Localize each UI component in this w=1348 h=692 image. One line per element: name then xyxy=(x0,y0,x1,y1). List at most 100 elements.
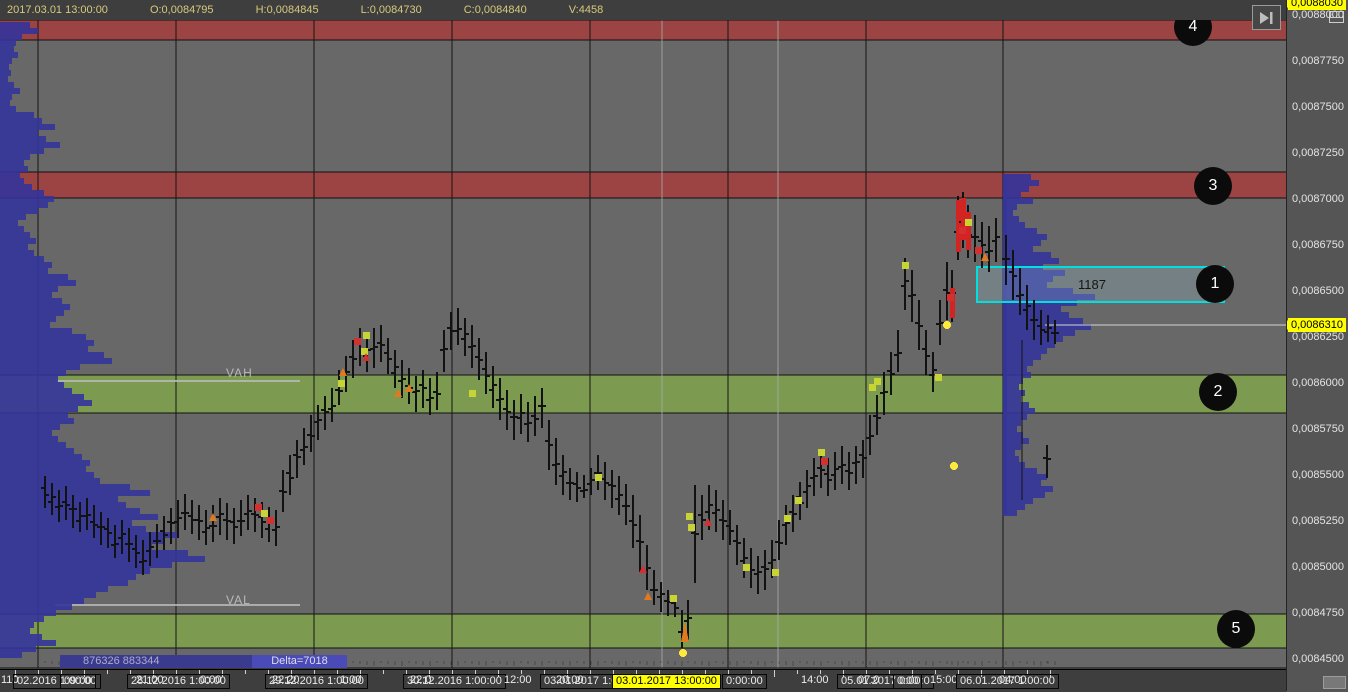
price-tick-label: 0,0085000 xyxy=(1292,561,1344,573)
time-tick xyxy=(843,670,844,677)
measure-box-value[interactable]: 1187 xyxy=(1078,277,1106,292)
time-label: 22:0 xyxy=(410,674,432,686)
time-tick xyxy=(590,670,591,674)
bar-volume: V:4458 xyxy=(568,4,604,16)
time-tick xyxy=(498,670,499,677)
time-tick xyxy=(153,670,154,677)
time-label: 02.2016 1:00:00 xyxy=(13,674,101,689)
time-label: 04:00 xyxy=(999,674,1027,686)
time-label: 28.12.2016 1:00:00 xyxy=(127,674,230,689)
time-axis[interactable]: 110 02.2016 1:00:00 09:00 28.12.2016 1:00:0… xyxy=(0,669,1286,692)
time-label: 12:00 xyxy=(504,674,532,686)
time-tick xyxy=(682,670,683,674)
time-tick xyxy=(429,670,430,677)
price-bars xyxy=(41,192,1059,666)
time-label: 110 xyxy=(1,674,19,686)
chart-pane[interactable] xyxy=(0,0,1286,669)
bar-open: O:0,0084795 xyxy=(149,4,214,16)
time-tick xyxy=(521,670,522,674)
time-tick xyxy=(889,670,890,674)
time-tick xyxy=(360,670,361,677)
time-tick xyxy=(613,670,614,674)
time-tick xyxy=(268,670,269,674)
ohlc-header: 2017.03.01 13:00:00 O:0,0084795 H:0,0084… xyxy=(0,0,1286,20)
time-label: 20:00 xyxy=(556,674,584,686)
time-tick xyxy=(567,670,568,677)
annotation-circle-3[interactable]: 3 xyxy=(1194,167,1232,205)
price-tick-label: 0,0087000 xyxy=(1292,193,1344,205)
time-tick xyxy=(406,670,407,674)
time-label: 06.01.2017 1:00:00 xyxy=(956,674,1059,689)
time-tick xyxy=(728,670,729,674)
time-tick xyxy=(797,670,798,674)
time-label: 30.12.2016 1:00:00 xyxy=(403,674,506,689)
price-tick-label: 0,0087250 xyxy=(1292,147,1344,159)
time-tick xyxy=(636,670,637,677)
time-tick xyxy=(1004,670,1005,674)
go-to-end-button[interactable] xyxy=(1252,5,1281,30)
time-label: 05.01.2017 0:00:0 xyxy=(837,674,934,689)
time-tick xyxy=(751,670,752,674)
price-tick-label: 0,0086500 xyxy=(1292,285,1344,297)
time-tick xyxy=(1027,670,1028,674)
time-tick xyxy=(291,670,292,677)
chart-canvas[interactable] xyxy=(0,0,1286,669)
time-tick xyxy=(107,670,108,674)
time-label: 14:00 xyxy=(801,674,829,686)
signal-markers xyxy=(209,219,989,657)
time-tick xyxy=(130,670,131,674)
price-tick-label: 0,0087750 xyxy=(1292,55,1344,67)
time-tick xyxy=(544,670,545,674)
time-tick xyxy=(314,670,315,674)
time-tick xyxy=(84,670,85,677)
value-area-lines xyxy=(55,380,300,606)
bar-low: L:0,0084730 xyxy=(360,4,422,16)
time-label: 07:0 xyxy=(858,674,880,686)
alert-flag-icon[interactable] xyxy=(1329,11,1344,23)
time-tick xyxy=(452,670,453,674)
time-tick xyxy=(15,670,16,677)
annotation-circle-2[interactable]: 2 xyxy=(1199,373,1237,411)
time-tick xyxy=(912,670,913,677)
time-tick xyxy=(383,670,384,674)
time-tick xyxy=(659,670,660,674)
time-tick xyxy=(199,670,200,674)
time-label: 21:00 xyxy=(136,674,164,686)
annotation-circle-5[interactable]: 5 xyxy=(1217,610,1255,648)
time-label: 09:00 xyxy=(60,674,96,689)
time-label: 15:00 xyxy=(930,674,958,686)
vah-label: VAH xyxy=(226,366,253,380)
time-tick xyxy=(337,670,338,674)
price-tick-label: 0,0085250 xyxy=(1292,515,1344,527)
time-tick xyxy=(38,670,39,674)
axis-corner-grip[interactable] xyxy=(1323,676,1346,689)
bar-high: H:0,0084845 xyxy=(255,4,319,16)
price-tick-label: 0,0086750 xyxy=(1292,239,1344,251)
current-price-label: 0,0086310 xyxy=(1287,318,1346,332)
measure-box[interactable] xyxy=(976,266,1225,303)
price-zones xyxy=(0,19,1286,649)
price-tick-label: 0,0086000 xyxy=(1292,377,1344,389)
delta-value: Delta=7018 xyxy=(252,655,347,668)
time-tick xyxy=(981,670,982,677)
price-axis[interactable]: 0,0088000 0,0087750 0,0087500 0,0087250 0,00… xyxy=(1286,0,1348,691)
session-high-price-label: 0,0088030 xyxy=(1287,0,1346,10)
time-label: 0:00 xyxy=(200,674,222,686)
time-tick xyxy=(935,670,936,674)
annotation-circle-1[interactable]: 1 xyxy=(1196,265,1234,303)
price-tick-label: 0,0085500 xyxy=(1292,469,1344,481)
cumulative-volume-text: 876326 883344 xyxy=(83,655,160,667)
time-label: 29.12.2016 1:00:00 xyxy=(265,674,368,689)
time-tick xyxy=(61,670,62,674)
price-tick-label: 0,0088000 xyxy=(1292,9,1344,21)
time-label-highlighted: 03.01.2017 13:00:00 xyxy=(612,674,721,689)
time-tick xyxy=(475,670,476,674)
price-tick-label: 0,0086250 xyxy=(1292,331,1344,343)
bar-timestamp: 2017.03.01 13:00:00 xyxy=(7,4,108,16)
time-tick xyxy=(1050,670,1051,677)
time-tick xyxy=(866,670,867,674)
delta-footer: 876326 883344 Delta=7018 xyxy=(60,655,347,668)
time-label: 22:20 xyxy=(272,674,300,686)
time-label: 0:00 xyxy=(893,674,923,689)
